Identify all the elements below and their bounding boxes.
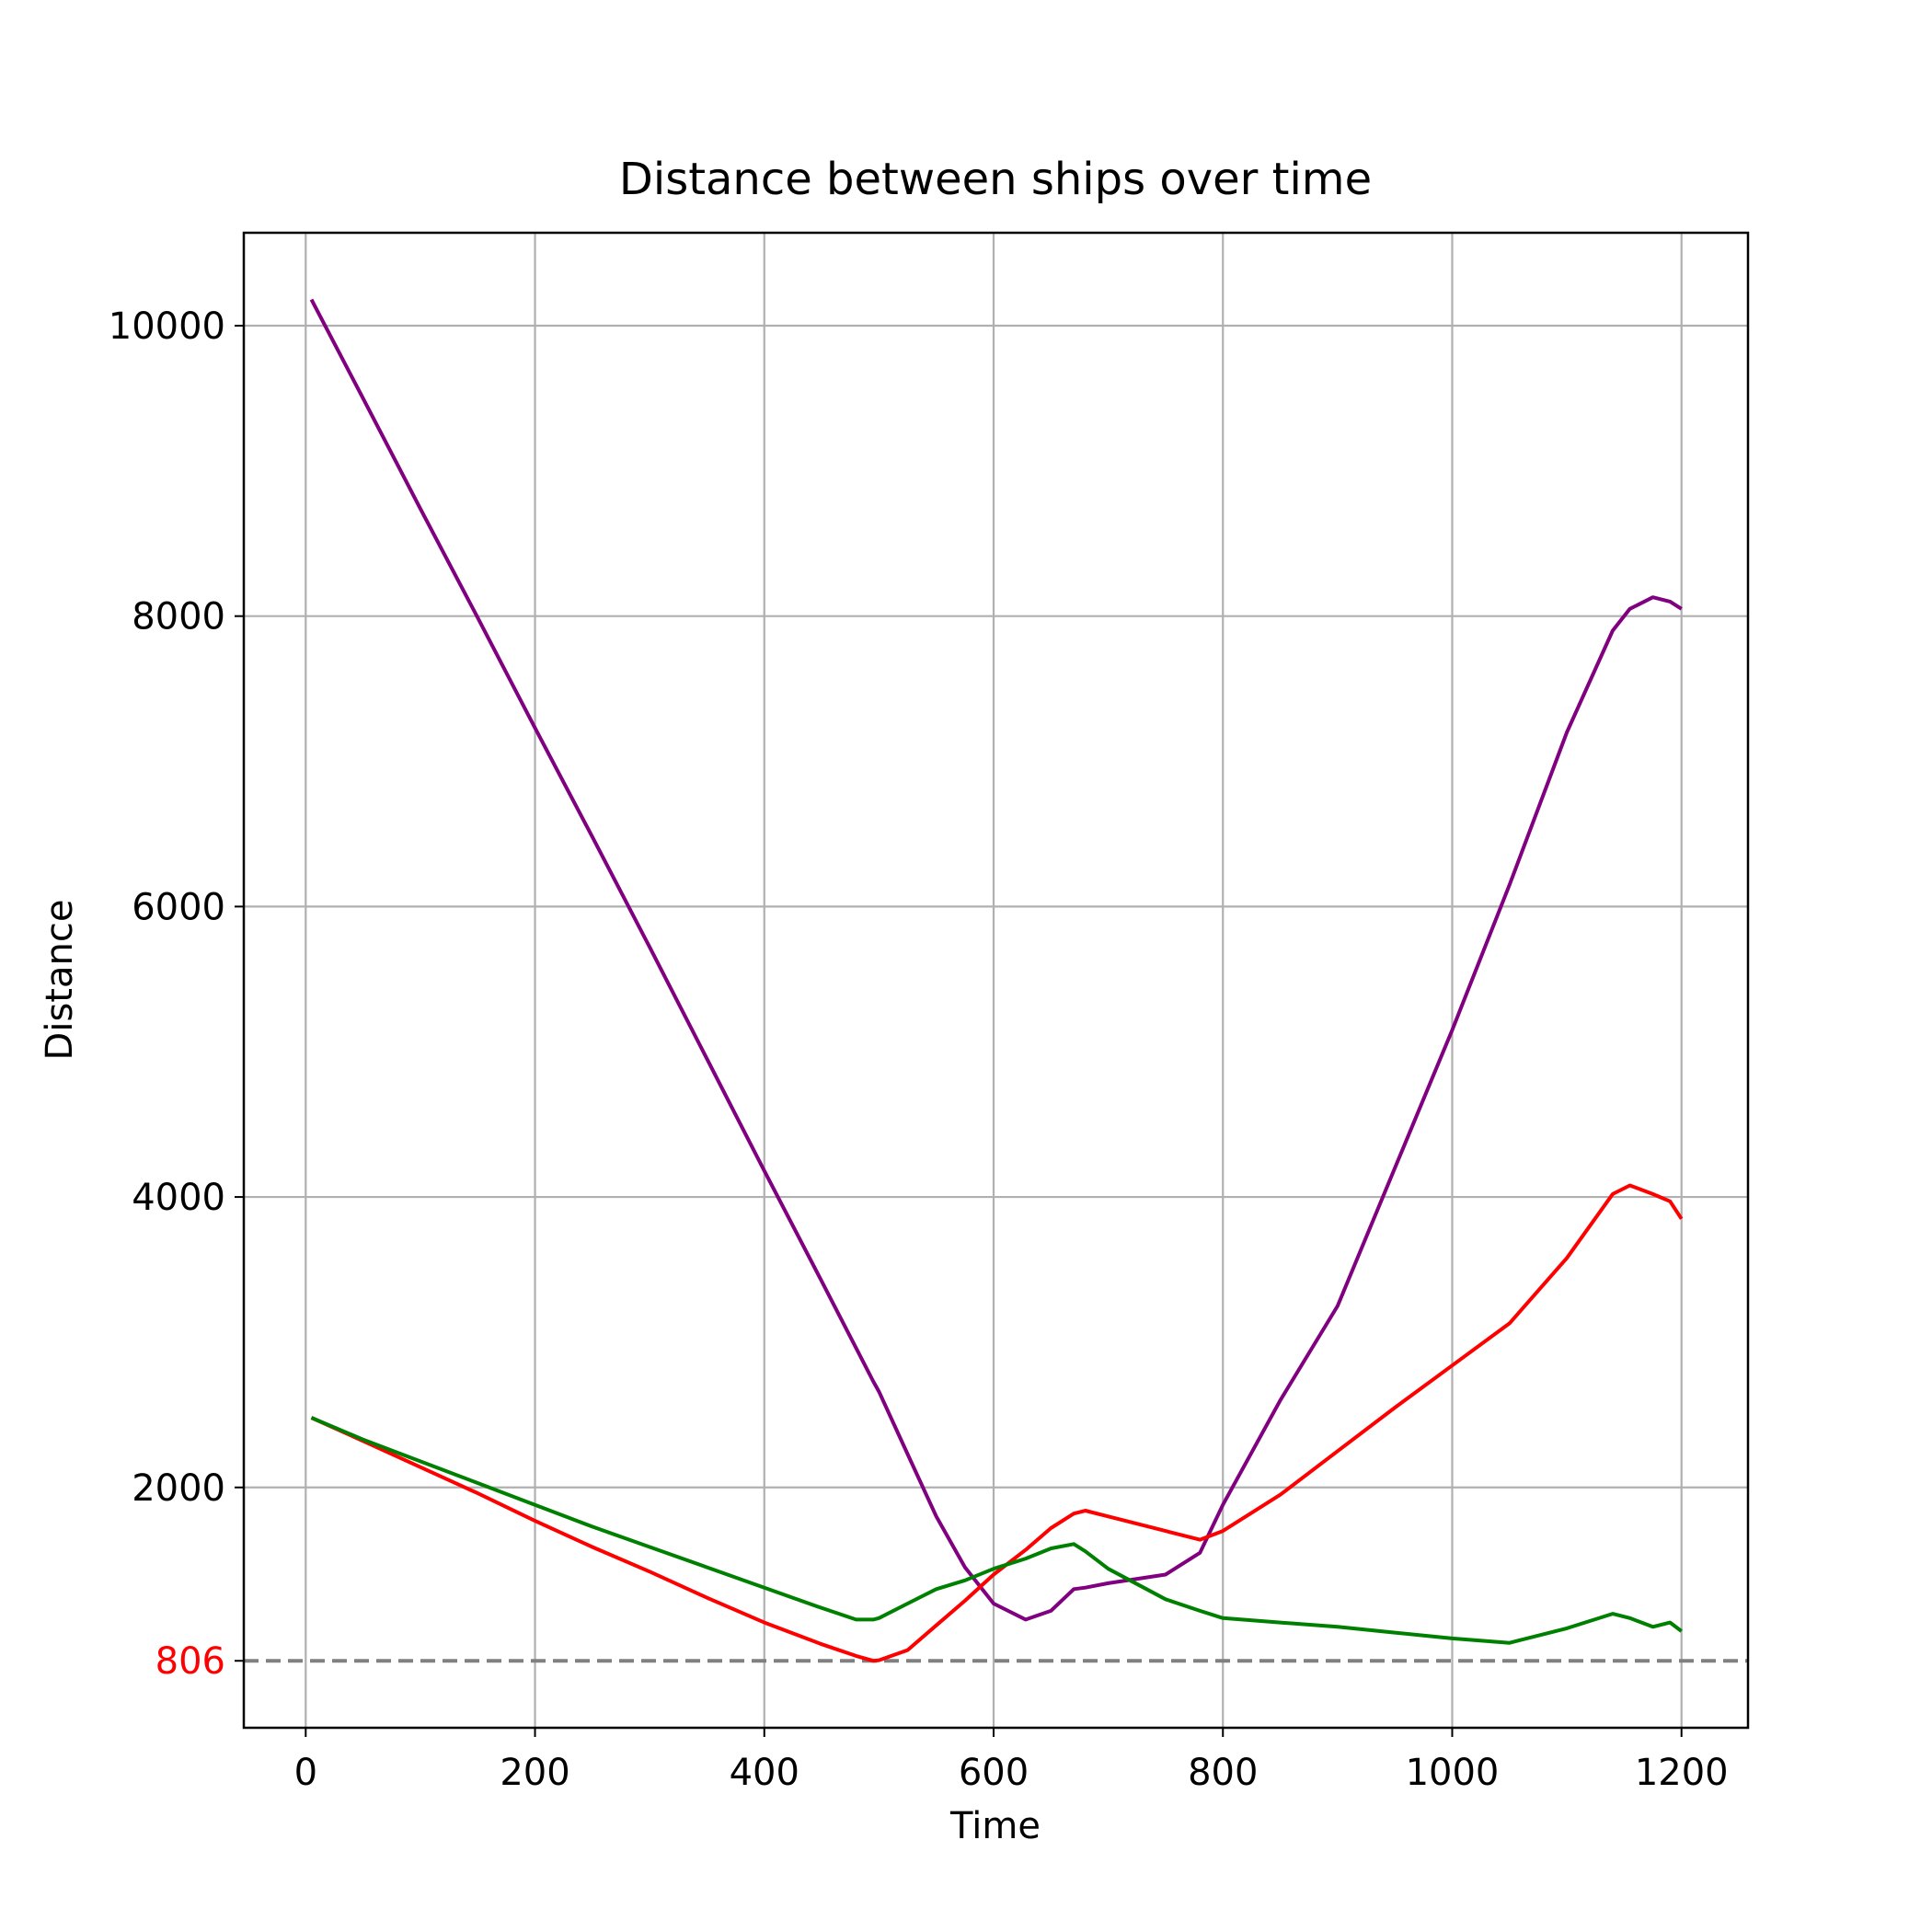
series-line (310, 1183, 1684, 1663)
y-tick-label: 2000 (132, 1467, 225, 1510)
threshold-label: 806 (155, 1640, 225, 1683)
x-tick-label: 200 (500, 1752, 569, 1794)
plot-frame (242, 231, 1750, 1730)
y-tick-label: 8000 (132, 596, 225, 638)
series-line (309, 298, 1683, 1622)
chart-title: Distance between ships over time (619, 154, 1372, 205)
x-tick-label: 800 (1188, 1752, 1258, 1794)
x-tick-label: 1200 (1635, 1752, 1729, 1794)
series-line (310, 1416, 1683, 1645)
x-tick-label: 0 (294, 1752, 317, 1794)
y-tick-label: 10000 (109, 305, 225, 348)
x-tick-label: 400 (730, 1752, 799, 1794)
x-tick-label: 600 (959, 1752, 1029, 1794)
x-tick-label: 1000 (1406, 1752, 1500, 1794)
y-axis-label: Distance (39, 900, 81, 1061)
x-axis-label: Time (949, 1805, 1041, 1847)
y-tick-label: 6000 (132, 886, 225, 928)
y-tick-label: 4000 (132, 1177, 225, 1219)
